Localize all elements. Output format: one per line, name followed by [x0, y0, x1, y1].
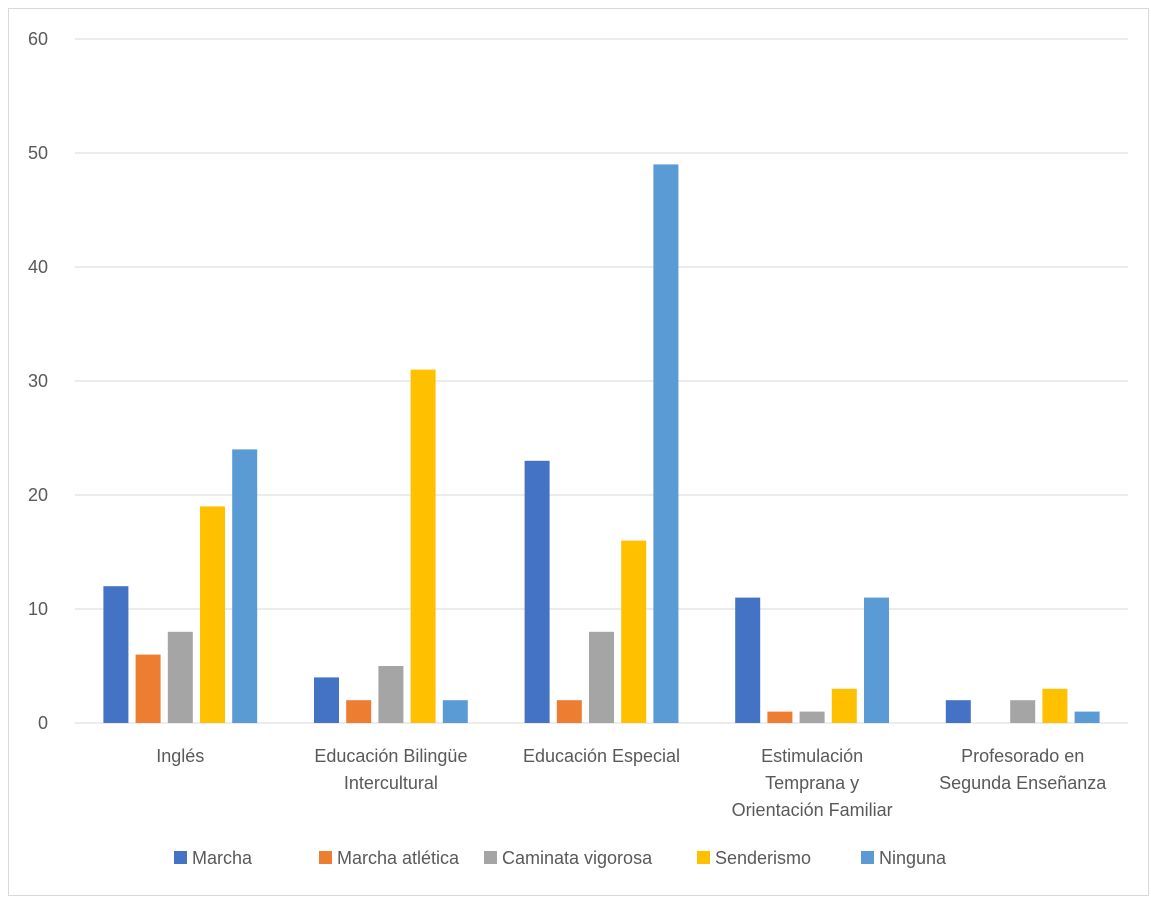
- bar: [167, 631, 193, 723]
- legend-swatch: [484, 851, 497, 864]
- bar: [1010, 700, 1036, 723]
- x-category-label: Inglés: [156, 746, 204, 766]
- legend-label: Senderismo: [715, 848, 811, 868]
- bar: [621, 540, 647, 723]
- bar: [945, 700, 971, 723]
- x-axis-labels: Inglés Educación Bilingüe InterculturalEdu…: [156, 746, 1107, 820]
- legend-swatch: [861, 851, 874, 864]
- bar: [135, 654, 161, 723]
- bar: [831, 688, 857, 723]
- bar: [589, 631, 614, 723]
- bar: [1074, 711, 1100, 723]
- bar: [103, 586, 129, 723]
- bar: [556, 700, 582, 723]
- bar: [864, 597, 889, 723]
- x-category-label: Educación Bilingüe Intercultural: [314, 746, 467, 793]
- x-category-label-line: Temprana y: [765, 773, 859, 793]
- bars: [103, 164, 1100, 723]
- bar: [735, 597, 761, 723]
- x-category-label-line: Intercultural: [344, 773, 438, 793]
- x-category-label-line: Segunda Enseñanza: [939, 773, 1107, 793]
- x-category-label-line: Orientación Familiar: [732, 800, 893, 820]
- legend: Marcha Marcha atlética Caminata vigorosa Se…: [174, 848, 947, 868]
- y-tick-label: 50: [28, 143, 48, 163]
- bar: [799, 711, 825, 723]
- x-category-label-line: Educación Bilingüe: [314, 746, 467, 766]
- x-category-label-line: Profesorado en: [961, 746, 1084, 766]
- y-tick-label: 60: [28, 29, 48, 49]
- bar: [410, 369, 436, 723]
- legend-swatch: [697, 851, 710, 864]
- x-category-label-line: Estimulación: [761, 746, 863, 766]
- bar: [232, 449, 258, 723]
- bar: [346, 700, 372, 723]
- bar: [767, 711, 793, 723]
- bar: [1042, 688, 1068, 723]
- legend-label: Ninguna: [879, 848, 947, 868]
- legend-label: Caminata vigorosa: [502, 848, 653, 868]
- bar: [200, 506, 225, 723]
- y-tick-label: 20: [28, 485, 48, 505]
- y-tick-label: 0: [38, 713, 48, 733]
- y-tick-label: 10: [28, 599, 48, 619]
- bar: [524, 460, 550, 723]
- x-category-label: Educación Especial: [523, 746, 680, 766]
- bar: [653, 164, 679, 723]
- bar: [314, 677, 339, 723]
- legend-label: Marcha: [192, 848, 253, 868]
- bar: [378, 666, 404, 723]
- legend-swatch: [319, 851, 332, 864]
- bar: [442, 700, 468, 723]
- x-category-label: Profesorado en Segunda Enseñanza: [939, 746, 1107, 793]
- legend-label: Marcha atlética: [337, 848, 460, 868]
- y-tick-label: 30: [28, 371, 48, 391]
- chart-frame: [8, 8, 1149, 896]
- x-category-label-line: Inglés: [156, 746, 204, 766]
- x-category-label: Estimulación Temprana y Orientación Famili…: [732, 746, 893, 820]
- y-axis-ticks: 0 10 20 30 40 50 60: [28, 29, 48, 733]
- legend-swatch: [174, 851, 187, 864]
- y-tick-label: 40: [28, 257, 48, 277]
- x-category-label-line: Educación Especial: [523, 746, 680, 766]
